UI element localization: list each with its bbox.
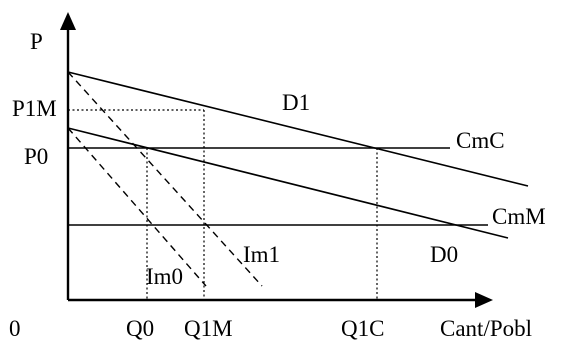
p0-label: P0: [24, 144, 48, 169]
q0-label: Q0: [126, 316, 154, 341]
quantity-axis-arrow: [475, 292, 493, 308]
marginal-income-im1-line: [67, 71, 263, 287]
cmm-curve-label: CmM: [492, 204, 546, 229]
cmc-curve-label: CmC: [456, 128, 505, 153]
price-axis-arrow: [60, 12, 76, 30]
q1c-label: Q1C: [341, 316, 384, 341]
d0-curve-label: D0: [430, 242, 458, 267]
d1-curve-label: D1: [282, 90, 310, 115]
demand-d1-line: [67, 71, 529, 187]
q1m-label: Q1M: [184, 316, 233, 341]
price-axis-label: P: [30, 29, 43, 54]
origin-label: 0: [9, 316, 21, 341]
im0-curve-label: Im0: [146, 264, 183, 289]
p1m-label: P1M: [12, 96, 57, 121]
marginal-income-im0-line: [67, 127, 207, 287]
demand-d0-line: [67, 127, 509, 239]
quantity-axis-label: Cant/Pobl: [440, 316, 532, 341]
im1-curve-label: Im1: [243, 242, 280, 267]
